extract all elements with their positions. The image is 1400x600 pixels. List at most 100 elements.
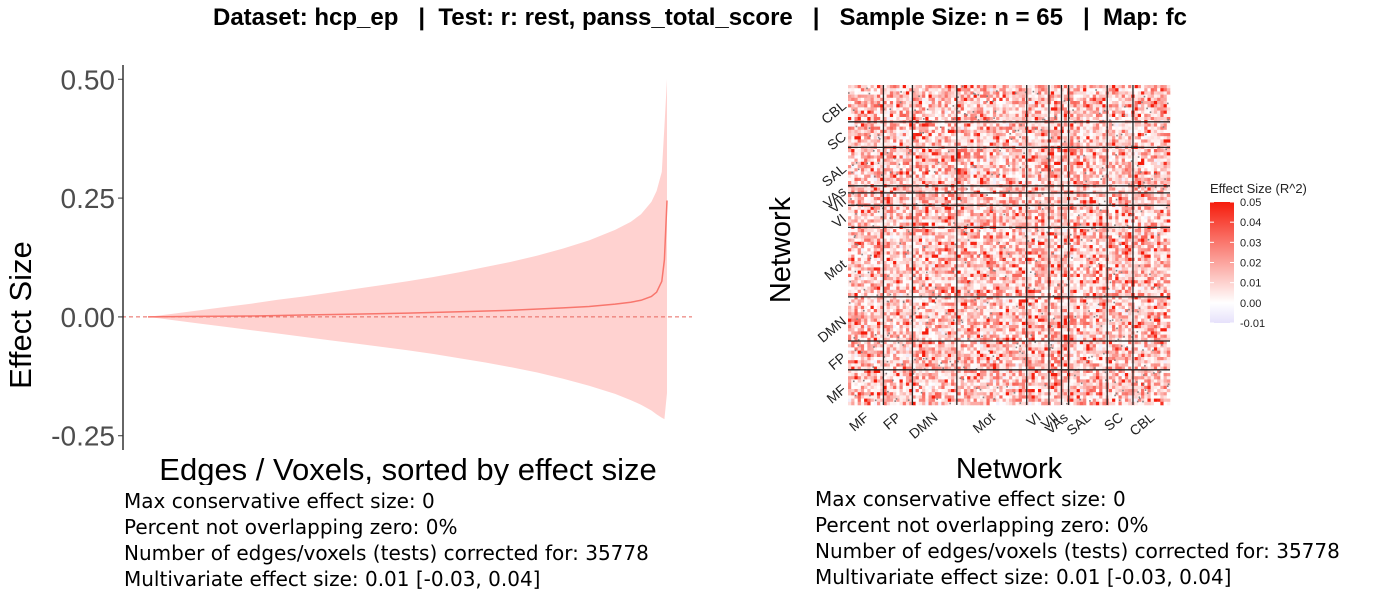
heatmap-cell — [1070, 161, 1074, 166]
heatmap-cell — [1115, 129, 1119, 134]
heatmap-cell — [1031, 149, 1036, 153]
heatmap-cell — [918, 152, 923, 156]
heatmap-cell — [954, 235, 958, 239]
heatmap-cell — [873, 222, 878, 227]
heatmap-cell — [1166, 85, 1171, 89]
heatmap-cell — [1160, 155, 1164, 159]
heatmap-cell — [1128, 126, 1132, 131]
heatmap-cell — [912, 113, 916, 118]
heatmap-cell — [848, 219, 852, 223]
heatmap-cell — [1128, 94, 1132, 99]
heatmap-cell — [912, 152, 916, 156]
heatmap-cell — [1160, 229, 1164, 233]
heatmap-cell — [1005, 85, 1010, 89]
heatmap-cell — [873, 85, 878, 89]
heatmap-cell — [1057, 152, 1061, 156]
heatmap-cell — [970, 216, 974, 220]
heatmap-cell — [1073, 149, 1077, 153]
heatmap-cell — [1134, 91, 1139, 95]
heatmap-cell — [1054, 174, 1058, 179]
heatmap-cell — [944, 107, 949, 111]
heatmap-cell — [970, 165, 974, 169]
heatmap-cell — [876, 94, 881, 99]
heatmap-cell — [851, 222, 855, 227]
heatmap-cell — [1044, 161, 1048, 166]
heatmap-cell — [860, 97, 865, 102]
heatmap-cell — [848, 193, 852, 198]
heatmap-cell — [1044, 107, 1048, 111]
heatmap-cell — [922, 235, 926, 239]
heatmap-cell — [1121, 168, 1126, 172]
heatmap-cell — [947, 155, 952, 159]
heatmap-cell — [1083, 219, 1087, 223]
heatmap-cell — [1124, 88, 1129, 92]
heatmap-cell — [999, 197, 1003, 201]
heatmap-cell — [1092, 126, 1097, 131]
heatmap-cell — [1150, 133, 1155, 137]
heatmap-cell — [1076, 88, 1081, 92]
heatmap-cell — [1079, 158, 1084, 163]
heatmap-cell — [1150, 113, 1155, 118]
heatmap-cell — [1015, 177, 1019, 182]
heatmap-cell — [905, 213, 910, 217]
heatmap-cell — [857, 91, 862, 95]
heatmap-cell — [1163, 229, 1168, 233]
heatmap-cell — [999, 149, 1003, 153]
heatmap-cell — [870, 200, 875, 204]
heatmap-cell — [1150, 197, 1155, 201]
heatmap-cell — [1102, 104, 1106, 108]
heatmap-cell — [976, 123, 981, 127]
heatmap-cell — [880, 197, 884, 201]
heatmap-cell — [996, 174, 1000, 179]
heatmap-cell — [1076, 113, 1081, 118]
heatmap-cell — [880, 133, 884, 137]
heatmap-cell — [893, 187, 897, 191]
heatmap-cell — [896, 235, 900, 239]
heatmap-cell — [989, 136, 994, 140]
heatmap-cell — [902, 197, 907, 201]
heatmap-cell — [880, 219, 884, 223]
heatmap-cell — [857, 177, 862, 182]
heatmap-cell — [905, 165, 910, 169]
heatmap-cell — [1028, 133, 1032, 137]
heatmap-cell — [1031, 219, 1036, 223]
heatmap-cell — [1070, 88, 1074, 92]
heatmap-cell — [1031, 126, 1036, 131]
heatmap-cell — [1083, 113, 1087, 118]
heatmap-cell — [1144, 85, 1148, 89]
heatmap-cell — [883, 97, 887, 102]
heatmap-cell — [1073, 104, 1077, 108]
heatmap-cell — [886, 216, 891, 220]
heatmap-cell — [1060, 94, 1065, 99]
heatmap-cell — [860, 136, 865, 140]
heatmap-cell — [1095, 142, 1100, 147]
heatmap-cell — [1141, 158, 1145, 163]
heatmap-cell — [1160, 193, 1164, 198]
heatmap-cell — [1118, 158, 1122, 163]
heatmap-cell — [1057, 187, 1061, 191]
heatmap-cell — [1076, 187, 1081, 191]
heatmap-cell — [1128, 222, 1132, 227]
heatmap-cell — [928, 235, 933, 239]
heatmap-cell — [873, 238, 878, 243]
heatmap-cell — [973, 171, 978, 175]
heatmap-cell — [1063, 133, 1068, 137]
heatmap-cell — [912, 197, 916, 201]
heatmap-cell — [1157, 165, 1161, 169]
heatmap-cell — [1021, 142, 1026, 147]
heatmap-cell — [999, 97, 1003, 102]
heatmap-cell — [873, 232, 878, 236]
heatmap-cell — [1076, 94, 1081, 99]
heatmap-cell — [1054, 219, 1058, 223]
heatmap-cell — [925, 152, 929, 156]
heatmap-cell — [876, 104, 881, 108]
heatmap-cell — [848, 216, 852, 220]
heatmap-cell — [873, 107, 878, 111]
heatmap-cell — [1108, 123, 1113, 127]
heatmap-cell — [886, 110, 891, 115]
heatmap-cell — [1153, 94, 1158, 99]
heatmap-cell — [873, 241, 878, 246]
heatmap-cell — [902, 149, 907, 153]
heatmap-cell — [899, 200, 904, 204]
heatmap-cell — [967, 104, 971, 108]
